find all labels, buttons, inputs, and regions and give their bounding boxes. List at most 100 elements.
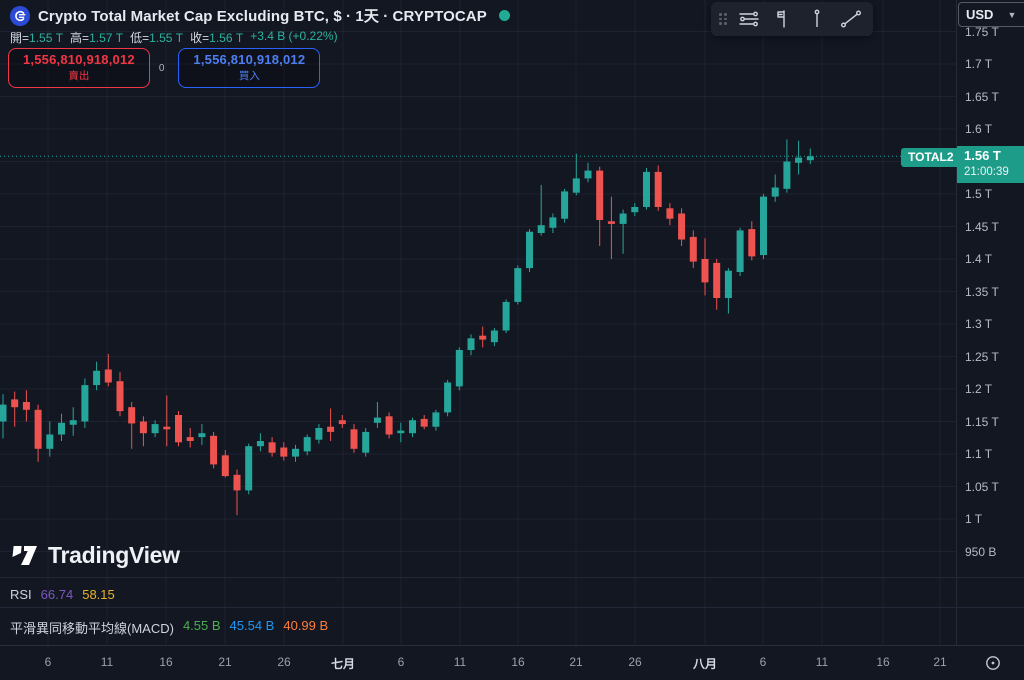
toolbar-drag-handle-icon[interactable] (719, 13, 727, 25)
price-tick-label: 1.25 T (965, 349, 999, 364)
price-tick-label: 1.65 T (965, 89, 999, 104)
candle-body (467, 338, 475, 350)
candle-body (256, 441, 264, 447)
chevron-down-icon: ▼ (1007, 9, 1017, 20)
time-tick-label: 6 (759, 655, 767, 669)
macd-indicator-name: 平滑異同移動平均線(MACD) (10, 621, 174, 636)
countdown-timer: 21:00:39 (964, 165, 1009, 178)
candle-body (104, 369, 112, 383)
rsi-pane-legend[interactable]: RSI 66.74 58.15 (10, 587, 115, 602)
candle-body (444, 382, 452, 413)
price-tick-label: 1.6 T (965, 122, 993, 136)
price-axis-border[interactable] (956, 0, 957, 646)
candle-body (221, 455, 229, 477)
candle-body (69, 420, 77, 425)
vertical-line-tool-icon[interactable] (803, 5, 831, 33)
candle-body (432, 412, 440, 427)
candle-body (151, 424, 159, 434)
macd-pane-legend[interactable]: 平滑異同移動平均線(MACD) 4.55 B 45.54 B 40.99 B (10, 618, 328, 637)
candle-body (654, 171, 662, 207)
price-tick-label: 1.05 T (965, 479, 999, 494)
candle-body (175, 415, 182, 443)
candle-body (561, 191, 569, 219)
price-tick-label: 1 T (965, 512, 983, 526)
open-label: 開= (10, 31, 30, 45)
sell-label: 賣出 (68, 70, 90, 82)
last-price-label: 1.56 T 21:00:39 (957, 146, 1024, 183)
currency-dropdown[interactable]: USD ▼ (958, 2, 1024, 27)
low-value: 1.55 T (149, 31, 184, 45)
last-price-value: 1.56 T (964, 148, 1001, 163)
close-label: 收= (190, 31, 210, 45)
candle-body (689, 236, 697, 262)
candle-body (198, 433, 206, 438)
candle-body (350, 429, 358, 449)
buy-button[interactable]: 1,556,810,918,012 買入 (178, 48, 321, 88)
candle-body (163, 426, 171, 430)
candle-body (771, 187, 779, 197)
candle-body (116, 381, 124, 412)
rsi-value-1: 66.74 (40, 587, 74, 602)
trend-line-tool-icon[interactable] (837, 5, 865, 33)
candle-body (210, 435, 218, 465)
low-label: 低= (130, 31, 150, 45)
horizontal-lines-tool-icon[interactable] (735, 5, 763, 33)
candle-body (479, 335, 487, 340)
candle-body (0, 404, 7, 422)
macd-value-1: 4.55 B (182, 618, 221, 633)
candle-body (385, 416, 393, 435)
candle-body (666, 208, 674, 219)
time-tick-label: 6 (397, 655, 405, 669)
candle-body (713, 262, 721, 298)
candle-body (128, 407, 136, 424)
candle-body (397, 430, 405, 434)
symbol-header: Crypto Total Market Cap Excluding BTC, $… (10, 5, 510, 26)
price-tick-label: 1.3 T (965, 317, 993, 331)
price-tick-label: 1.35 T (965, 284, 999, 299)
candle-body (455, 350, 463, 387)
symbol-title[interactable]: Crypto Total Market Cap Excluding BTC, $… (38, 8, 487, 25)
price-tick-label: 1.15 T (965, 414, 999, 429)
high-value: 1.57 T (89, 31, 124, 45)
time-tick-label: 11 (815, 655, 829, 669)
candle-body (186, 437, 194, 441)
price-tick-label: 1.75 T (965, 24, 999, 39)
buy-label: 買入 (238, 70, 260, 82)
tradingview-brand-text: TradingView (48, 542, 180, 568)
tradingview-watermark[interactable]: TradingView (12, 542, 180, 569)
candle-body (584, 170, 592, 179)
time-tick-label: 21 (569, 655, 583, 669)
time-tick-label: 11 (453, 655, 467, 669)
candle-body (327, 426, 335, 432)
candle-body (549, 217, 557, 228)
time-tick-label: 6 (44, 655, 52, 669)
candle-body (572, 178, 580, 193)
macd-value-2: 45.54 B (229, 618, 275, 633)
time-tick-label: 11 (100, 655, 114, 669)
buy-price: 1,556,810,918,012 (193, 52, 306, 67)
time-tick-label: 16 (159, 655, 173, 669)
candle-body (22, 402, 30, 410)
price-tick-label: 1.1 T (965, 447, 993, 461)
high-label: 高= (70, 31, 90, 45)
candle-body (514, 268, 522, 302)
flag-mark-tool-icon[interactable] (769, 5, 797, 33)
candle-body (420, 418, 428, 427)
candle-body (245, 446, 253, 491)
price-tick-label: 1.5 T (965, 187, 993, 201)
candle-body (292, 448, 299, 457)
time-axis-settings-icon[interactable] (984, 654, 1002, 677)
candle-body (678, 213, 686, 240)
pane-separator[interactable] (0, 577, 1024, 578)
sell-button[interactable]: 1,556,810,918,012 賣出 (8, 48, 150, 88)
candle-body (502, 301, 510, 331)
tradingview-logo-icon (12, 546, 37, 565)
pane-separator[interactable] (0, 607, 1024, 608)
candle-body (409, 420, 416, 434)
close-value: 1.56 T (209, 31, 244, 45)
candle-body (701, 259, 709, 283)
candle-body (139, 421, 147, 434)
candle-body (362, 431, 370, 453)
market-status-dot[interactable] (498, 10, 510, 21)
